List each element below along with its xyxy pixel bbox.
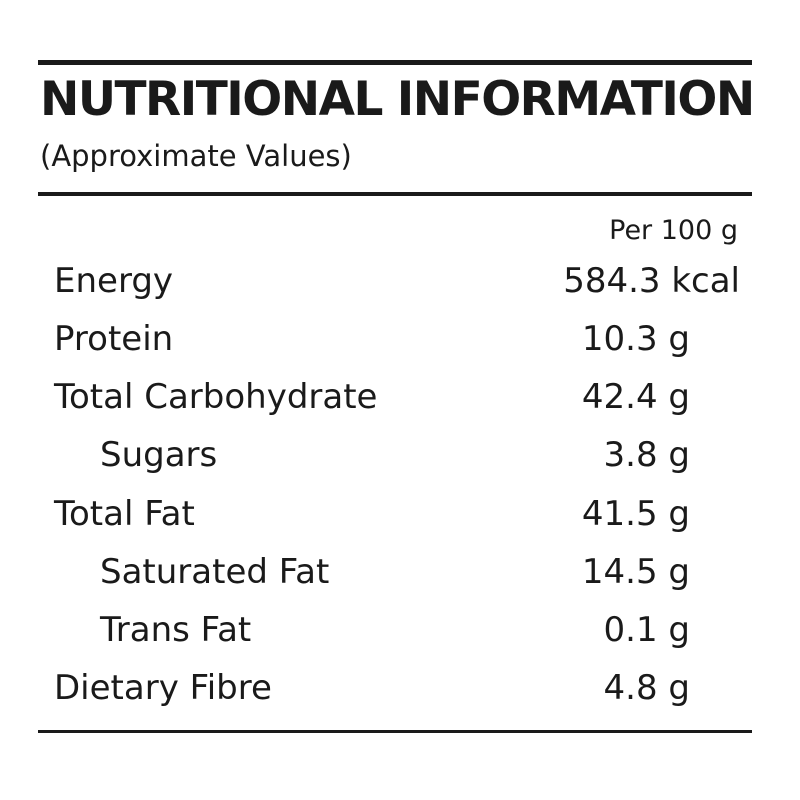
nutrient-value: 14.5 g [581,552,690,592]
label-title: NUTRITIONAL INFORMATION [40,72,755,127]
label-subtitle: (Approximate Values) [40,139,352,173]
nutrient-value: 4.8 g [603,668,690,708]
nutrient-row-total-fat: Total Fat 41.5 g [0,485,800,543]
header-divider [38,192,752,196]
nutrient-value: 0.1 g [603,610,690,650]
bottom-divider [38,730,752,733]
nutrient-row-total-carbohydrate: Total Carbohydrate 42.4 g [0,368,800,426]
nutrient-row-dietary-fibre: Dietary Fibre 4.8 g [0,659,800,717]
nutrient-row-energy: Energy 584.3 kcal [0,252,800,310]
nutrient-name: Energy [54,261,174,301]
nutrient-value: 10.3 g [581,319,690,359]
nutrient-row-trans-fat: Trans Fat 0.1 g [0,601,800,659]
nutrient-value: 42.4 g [581,377,690,417]
top-divider [38,60,752,65]
per-serving-header: Per 100 g [609,215,738,246]
nutrient-row-sugars: Sugars 3.8 g [0,426,800,484]
nutrient-name: Saturated Fat [100,552,330,592]
nutrient-value: 584.3 kcal [563,261,740,301]
nutrient-value: 41.5 g [581,494,690,534]
nutrient-row-saturated-fat: Saturated Fat 14.5 g [0,543,800,601]
nutrient-name: Protein [54,319,174,359]
nutrient-name: Dietary Fibre [54,668,272,708]
nutrient-value: 3.8 g [603,435,690,475]
nutrient-row-protein: Protein 10.3 g [0,310,800,368]
nutrient-name: Sugars [100,435,218,475]
nutrient-name: Total Fat [54,494,195,534]
nutrient-name: Total Carbohydrate [54,377,378,417]
nutrient-name: Trans Fat [100,610,252,650]
